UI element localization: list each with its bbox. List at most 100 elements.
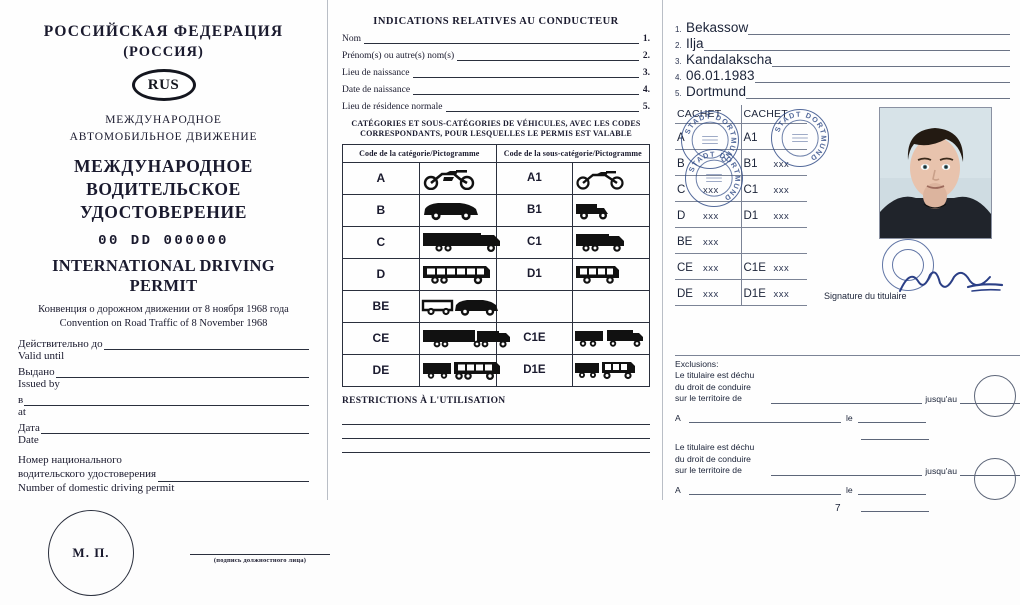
- signature-stamp-icon: [882, 239, 934, 291]
- cachet-cell-be-empty: [740, 227, 807, 254]
- car-trailer-icon: [418, 289, 498, 323]
- cachet-cell-de: DE xxx: [675, 279, 741, 306]
- cachet-code-ce: CE: [677, 261, 693, 274]
- light-truck-trailer-icon: [572, 321, 650, 355]
- restrictions-input-line-1[interactable]: [342, 411, 650, 425]
- signature-ink: [899, 271, 1004, 292]
- driver-field-lieu-naissance-input[interactable]: [412, 68, 639, 78]
- domestic-permit-number-input[interactable]: [158, 471, 309, 482]
- field-date-input[interactable]: [40, 423, 309, 435]
- convention-reference: Конвенция о дорожном движении от 8 ноябр…: [18, 303, 309, 331]
- driver-field-prenom-input[interactable]: [457, 51, 639, 61]
- cachet-mark-c1: xxx: [773, 184, 790, 196]
- exclusion-2-extra-input[interactable]: [861, 500, 929, 513]
- exclusion-text-1-line1: Le titulaire est déchu: [675, 370, 755, 381]
- exclusion-1-a-label: A: [675, 413, 681, 424]
- personal-data-birthplace: 3. Kandalakscha: [675, 52, 1010, 67]
- cachet-cell-c1e: C1E xxx: [740, 253, 807, 280]
- personal-data-rule-3: [772, 54, 1010, 67]
- exclusion-1-extra-input[interactable]: [861, 428, 929, 441]
- exclusion-2-le-input[interactable]: [857, 483, 926, 496]
- light-truck-icon: [572, 225, 650, 259]
- cachet-cell-d1e: D1E xxx: [740, 279, 807, 306]
- permit-title-ru-line2: ВОДИТЕЛЬСКОЕ УДОСТОВЕРЕНИЕ: [79, 178, 248, 222]
- domestic-label-en: Number of domestic driving permit: [18, 481, 175, 494]
- minibus-trailer-icon: [572, 353, 650, 387]
- motorcycle-icon: [418, 161, 497, 195]
- driver-field-residence: Lieu de résidence normale 5.: [342, 102, 650, 112]
- personal-data-value-residence: Dortmund: [686, 84, 747, 99]
- personal-data-list: 1. Bekassow 2. Ilja 3. Kandalakscha 4. 0…: [675, 20, 1010, 99]
- cachet-code-b: B: [677, 157, 685, 170]
- category-code-c: C: [342, 225, 420, 259]
- field-at-input[interactable]: [24, 395, 309, 407]
- cachet-code-c1e: C1E: [743, 261, 766, 274]
- driver-field-residence-input[interactable]: [445, 102, 639, 112]
- field-issued-by-input[interactable]: [55, 367, 309, 379]
- cachet-header-left: CACHET: [675, 105, 741, 124]
- vehicle-categories-table: Code de la catégorie/Pictogramme Code de…: [342, 143, 650, 387]
- driver-field-nom-label: Nom: [342, 34, 361, 44]
- truck-icon: [418, 225, 500, 259]
- table-header-subcategory: Code de la sous-catégorie/Pictogramme: [495, 143, 650, 163]
- validity-fields: Действительно до Valid until Выдано Issu…: [18, 338, 309, 446]
- driver-field-nom-input[interactable]: [364, 34, 639, 44]
- permit-title-en: INTERNATIONAL DRIVING PERMIT: [52, 255, 275, 295]
- cachet-code-be: BE: [677, 235, 693, 248]
- restrictions-input-line-3[interactable]: [342, 439, 650, 453]
- country-name-line2: (РОССИЯ): [123, 43, 204, 60]
- personal-data-birthdate: 4. 06.01.1983: [675, 68, 1010, 83]
- driver-field-prenom: Prénom(s) ou autre(s) nom(s) 2.: [342, 51, 650, 61]
- driver-field-lieu-naissance: Lieu de naissance 3.: [342, 68, 650, 78]
- subcategory-code-be-empty: [495, 289, 574, 323]
- cachet-mark-de: xxx: [703, 288, 719, 300]
- field-valid-until: Действительно до Valid until: [18, 338, 309, 362]
- table-row: CE xxx C1E xxx: [675, 253, 807, 280]
- panel-middle-driver-indications: INDICATIONS RELATIVES AU CONDUCTEUR Nom …: [328, 0, 663, 500]
- subcategory-pictogram-be-empty: [572, 289, 650, 323]
- cachet-mark-d1: xxx: [773, 210, 790, 222]
- cachet-cell-d1: D1 xxx: [740, 201, 807, 228]
- domestic-label-ru-line1: Номер национального: [18, 454, 122, 467]
- official-seal-placeholder: М. П.: [48, 509, 134, 596]
- field-issued-by-label-en: Issued by: [18, 378, 60, 391]
- cachet-table: CACHET CACHET A A1 B B1 xxx: [675, 105, 807, 306]
- exclusion-2-a-input[interactable]: [689, 483, 841, 496]
- cachet-code-d1e: D1E: [743, 287, 766, 300]
- driver-field-date-naissance-input[interactable]: [413, 85, 639, 95]
- driver-field-lieu-naissance-label: Lieu de naissance: [342, 68, 410, 78]
- subtitle-line2: АВТОМОБИЛЬНОЕ ДВИЖЕНИЕ: [69, 130, 258, 143]
- cachet-header-right: CACHET: [740, 105, 807, 124]
- subcategory-code-a1: A1: [495, 161, 574, 195]
- cachet-mark-d1e: xxx: [773, 288, 790, 300]
- category-code-a: A: [342, 161, 420, 195]
- moped-icon: [572, 161, 650, 195]
- country-name-line1: РОССИЙСКАЯ ФЕДЕРАЦИЯ: [43, 23, 284, 40]
- exclusion-text-1-line3: sur le territoire de: [675, 393, 742, 404]
- category-code-be: BE: [342, 289, 420, 323]
- personal-data-rule-1: [748, 22, 1010, 35]
- category-code-b: B: [342, 193, 420, 227]
- exclusion-1-a-input[interactable]: [689, 411, 841, 424]
- exclusion-1-le-input[interactable]: [857, 411, 926, 424]
- field-valid-until-input[interactable]: [103, 339, 309, 351]
- cachet-mark-c1e: xxx: [773, 262, 790, 274]
- seal-and-signature-area: М. П. (подпись должностного лица): [18, 509, 330, 605]
- cachet-code-c1: C1: [743, 183, 759, 196]
- signature-label: Signature du titulaire: [824, 291, 907, 301]
- exclusion-2-territory-input[interactable]: [771, 464, 923, 477]
- exclusions-title: Exclusions:: [675, 359, 719, 369]
- driver-field-date-naissance-label: Date de naissance: [342, 85, 411, 95]
- permit-title-ru-line1: МЕЖДУНАРОДНОЕ: [74, 155, 253, 176]
- personal-data-firstname: 2. Ilja: [675, 36, 1010, 51]
- seal-label: М. П.: [72, 544, 110, 560]
- bus-trailer-icon: [418, 353, 500, 387]
- table-header-category: Code de la catégorie/Pictogramme: [342, 143, 497, 163]
- exclusion-1-territory-input[interactable]: [771, 392, 923, 405]
- cachet-code-a: A: [677, 131, 685, 144]
- table-row: D: [342, 257, 650, 291]
- official-signature-line[interactable]: [190, 552, 330, 555]
- field-domestic-permit-number: Номер национального водительского удосто…: [18, 454, 309, 495]
- restrictions-input-line-2[interactable]: [342, 425, 650, 439]
